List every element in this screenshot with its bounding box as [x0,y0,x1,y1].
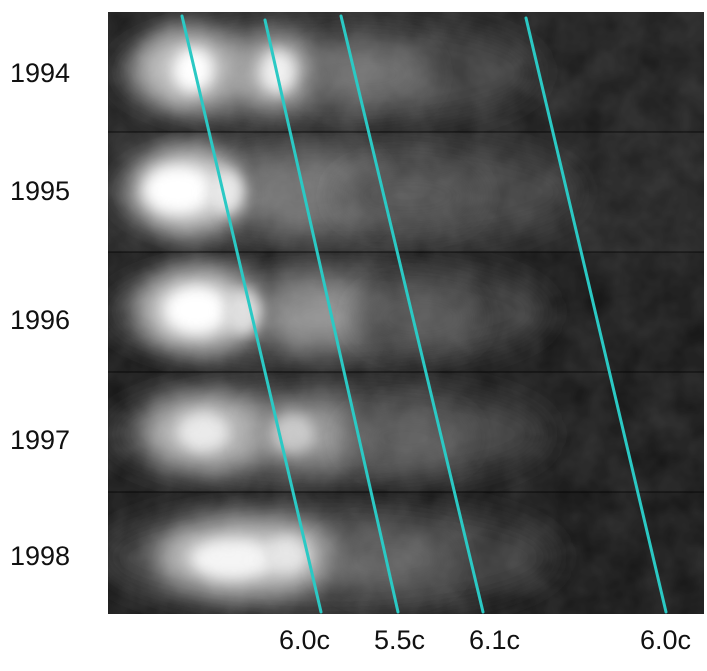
jet-image-panel [108,12,704,614]
component-track-line-3 [339,14,485,614]
epoch-label-1995: 1995 [10,176,71,206]
speed-label-4: 6.0c [640,625,692,655]
component-track-line-4 [524,16,668,614]
epoch-label-1998: 1998 [10,541,71,571]
component-track-line-1 [180,14,323,614]
component-track-line-2 [263,18,400,614]
speed-label-3: 6.1c [469,625,521,655]
speed-label-1: 6.0c [279,625,331,655]
epoch-label-1997: 1997 [10,425,71,455]
strip-seams [108,131,704,493]
speed-label-2: 5.5c [374,625,426,655]
epoch-label-1994: 1994 [10,58,71,88]
epoch-label-1996: 1996 [10,305,71,335]
fiducial-lines [180,14,668,614]
